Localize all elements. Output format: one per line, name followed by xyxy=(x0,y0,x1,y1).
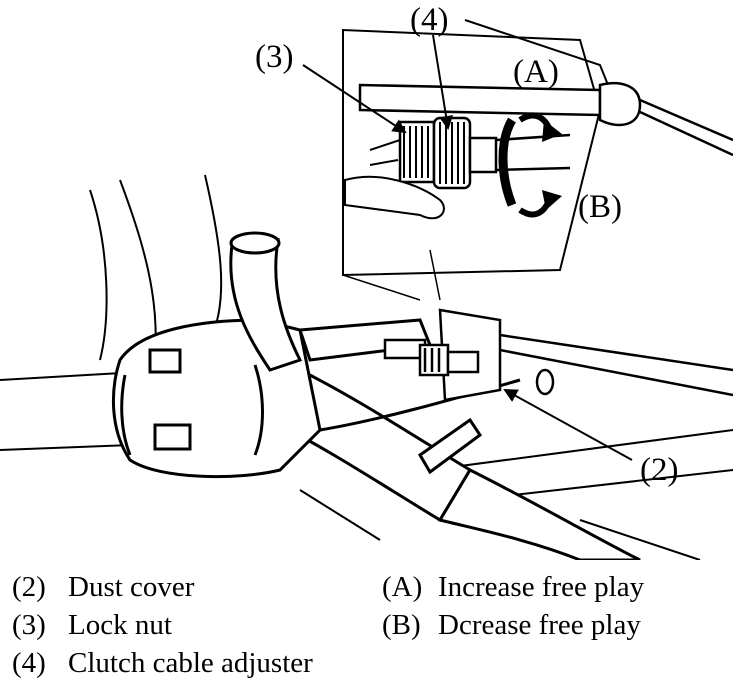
legend-code: (2) xyxy=(12,571,46,603)
legend: (2) Dust cover (3) Lock nut (4) Clutch cabl… xyxy=(0,560,733,693)
leader-3 xyxy=(302,64,407,134)
legend-text: Clutch cable adjuster xyxy=(68,647,313,679)
legend-code: (B) xyxy=(382,609,421,641)
dust-cover xyxy=(418,417,483,475)
callout-3: (3) xyxy=(255,39,293,75)
legend-item-a: (A) Increase free play xyxy=(382,570,644,604)
callout-a: (A) xyxy=(513,54,559,90)
handlebar xyxy=(267,368,641,560)
callout-b: (B) xyxy=(578,189,622,225)
legend-item-3: (3) Lock nut xyxy=(12,608,172,642)
leader-4 xyxy=(432,34,453,130)
adjuster-assembly-small xyxy=(383,308,733,402)
legend-item-b: (B) Dcrease free play xyxy=(382,608,641,642)
legend-item-4: (4) Clutch cable adjuster xyxy=(12,646,313,680)
legend-code: (4) xyxy=(12,647,46,679)
legend-text: Increase free play xyxy=(438,571,645,603)
callout-4: (4) xyxy=(410,2,448,38)
main-cable xyxy=(229,231,303,372)
detail-inset xyxy=(342,19,733,301)
legend-text: Dust cover xyxy=(68,571,195,603)
legend-code: (A) xyxy=(382,571,423,603)
leader-2 xyxy=(503,389,633,461)
legend-text: Lock nut xyxy=(68,609,172,641)
legend-code: (3) xyxy=(12,609,46,641)
callout-2: (2) xyxy=(640,452,678,488)
legend-text: Dcrease free play xyxy=(438,609,641,641)
clutch-cable-adjustment-diagram: (3) (4) (A) (B) (2) xyxy=(0,2,733,560)
legend-item-2: (2) Dust cover xyxy=(12,570,194,604)
